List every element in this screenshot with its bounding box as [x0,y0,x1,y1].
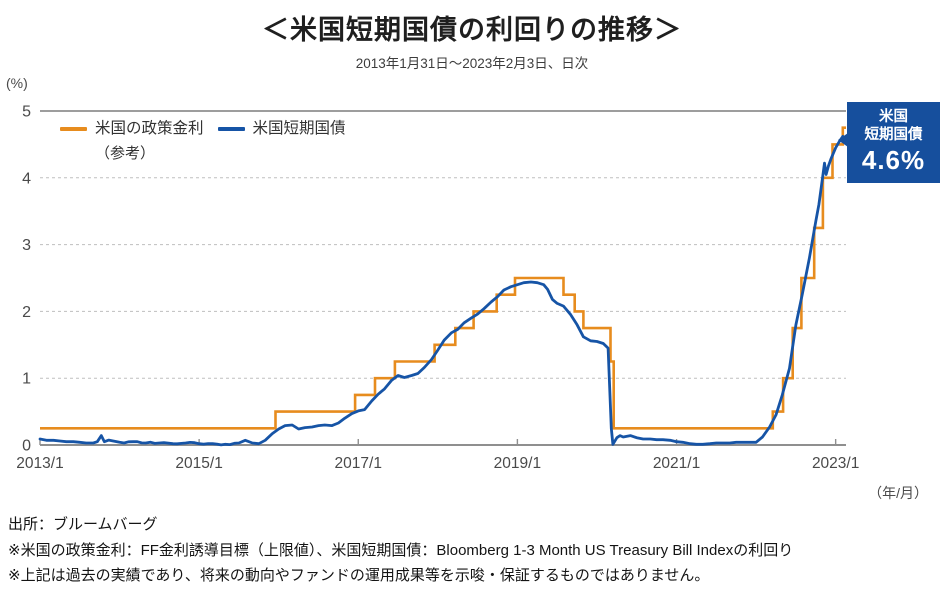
x-tick-label: 2015/1 [175,455,222,472]
legend-row: 米国の政策金利 米国短期国債 [60,119,360,139]
y-axis-unit-label: (%) [6,75,28,91]
page-title: ＜米国短期国債の利回りの推移＞ [262,15,682,45]
x-tick-label: 2019/1 [494,455,541,472]
footnote-source: 出所：ブルームバーグ [8,516,158,533]
legend-label-policy-rate: 米国の政策金利 [95,120,204,137]
y-tick-label: 4 [22,170,31,187]
chart-subtitle: 2013年1月31日～2023年2月3日、日次 [355,56,589,71]
footnotes: 出所：ブルームバーグ ※米国の政策金利：FF金利誘導目標（上限値）、米国短期国債… [8,512,938,589]
callout-tbill-value: 米国 短期国債 4.6% [838,102,940,183]
policy-rate-line [40,126,846,430]
y-tick-label: 0 [22,438,31,455]
callout-series-name-line1: 米国 [879,109,908,125]
policy-rate-line-swatch-icon [60,127,87,131]
y-tick-label: 2 [22,304,31,321]
x-tick-label: 2013/1 [16,455,63,472]
x-tick-label: 2017/1 [335,455,382,472]
legend: 米国の政策金利 米国短期国債 （参考） [60,119,360,164]
callout-series-name-line2: 短期国債 [864,127,923,143]
tbill-line [38,135,845,447]
y-tick-label: 5 [22,104,31,121]
legend-item-tbill: 米国短期国債 [217,119,346,139]
tbill-line-swatch-icon [217,127,245,131]
callout-arrow-icon [838,133,848,147]
legend-item-policy-rate: 米国の政策金利 [60,119,204,139]
footnote-definition: ※米国の政策金利：FF金利誘導目標（上限値）、米国短期国債：Bloomberg … [8,541,794,559]
footnote-disclaimer: ※上記は過去の実績であり、将来の動向やファンドの運用成果等を示唆・保証するもので… [8,567,710,584]
legend-note-reference: （参考） [95,145,156,162]
callout-value: 4.6% [861,145,926,175]
line-chart: 0 1 2 3 4 5 2013/1 2015/1 2017/1 2019/1 2021/1 2023… [16,104,859,473]
x-tick-label: 2021/1 [653,455,700,472]
x-axis-unit-label: （年/月） [868,485,928,501]
legend-label-tbill: 米国短期国債 [252,120,346,137]
y-tick-label: 3 [22,237,31,254]
x-tick-label: 2023/1 [812,455,859,472]
y-tick-label: 1 [22,371,31,388]
